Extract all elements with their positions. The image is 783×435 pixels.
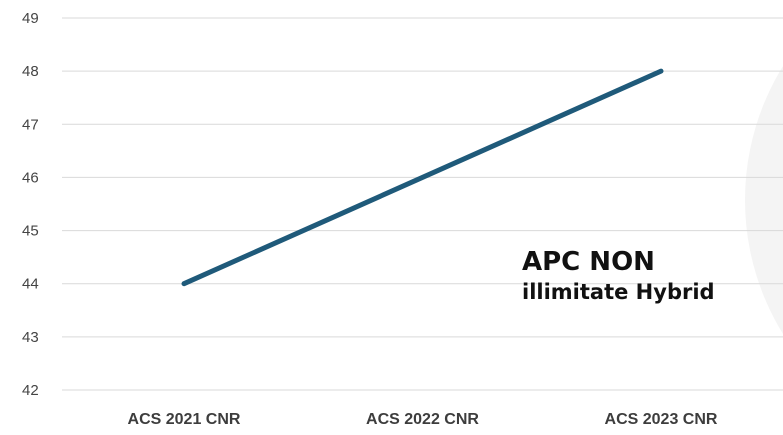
y-tick-label: 48	[22, 63, 39, 80]
y-tick-label: 42	[22, 382, 39, 399]
overlay-line-2: illimitate Hybrid	[522, 280, 715, 304]
y-tick-label: 45	[22, 223, 39, 240]
overlay-annotation: APC NON illimitate Hybrid	[522, 247, 715, 307]
series-line-0	[181, 68, 664, 287]
y-tick-label: 47	[22, 116, 39, 133]
gridlines	[62, 17, 783, 391]
y-tick-label: 43	[22, 329, 39, 346]
y-tick-label: 44	[22, 276, 39, 293]
y-axis-ticks: 42 43 44 45 46 47 48 49	[22, 10, 39, 399]
x-axis-ticks: ACS 2021 CNR ACS 2022 CNR ACS 2023 CNR	[128, 411, 718, 428]
y-tick-label: 46	[22, 169, 39, 186]
overlay-line-1: APC NON	[522, 247, 655, 277]
x-tick-label: ACS 2022 CNR	[366, 411, 479, 428]
x-tick-label: ACS 2021 CNR	[128, 411, 241, 428]
x-tick-label: ACS 2023 CNR	[605, 411, 718, 428]
y-tick-label: 49	[22, 10, 39, 27]
series-layer	[181, 68, 664, 287]
